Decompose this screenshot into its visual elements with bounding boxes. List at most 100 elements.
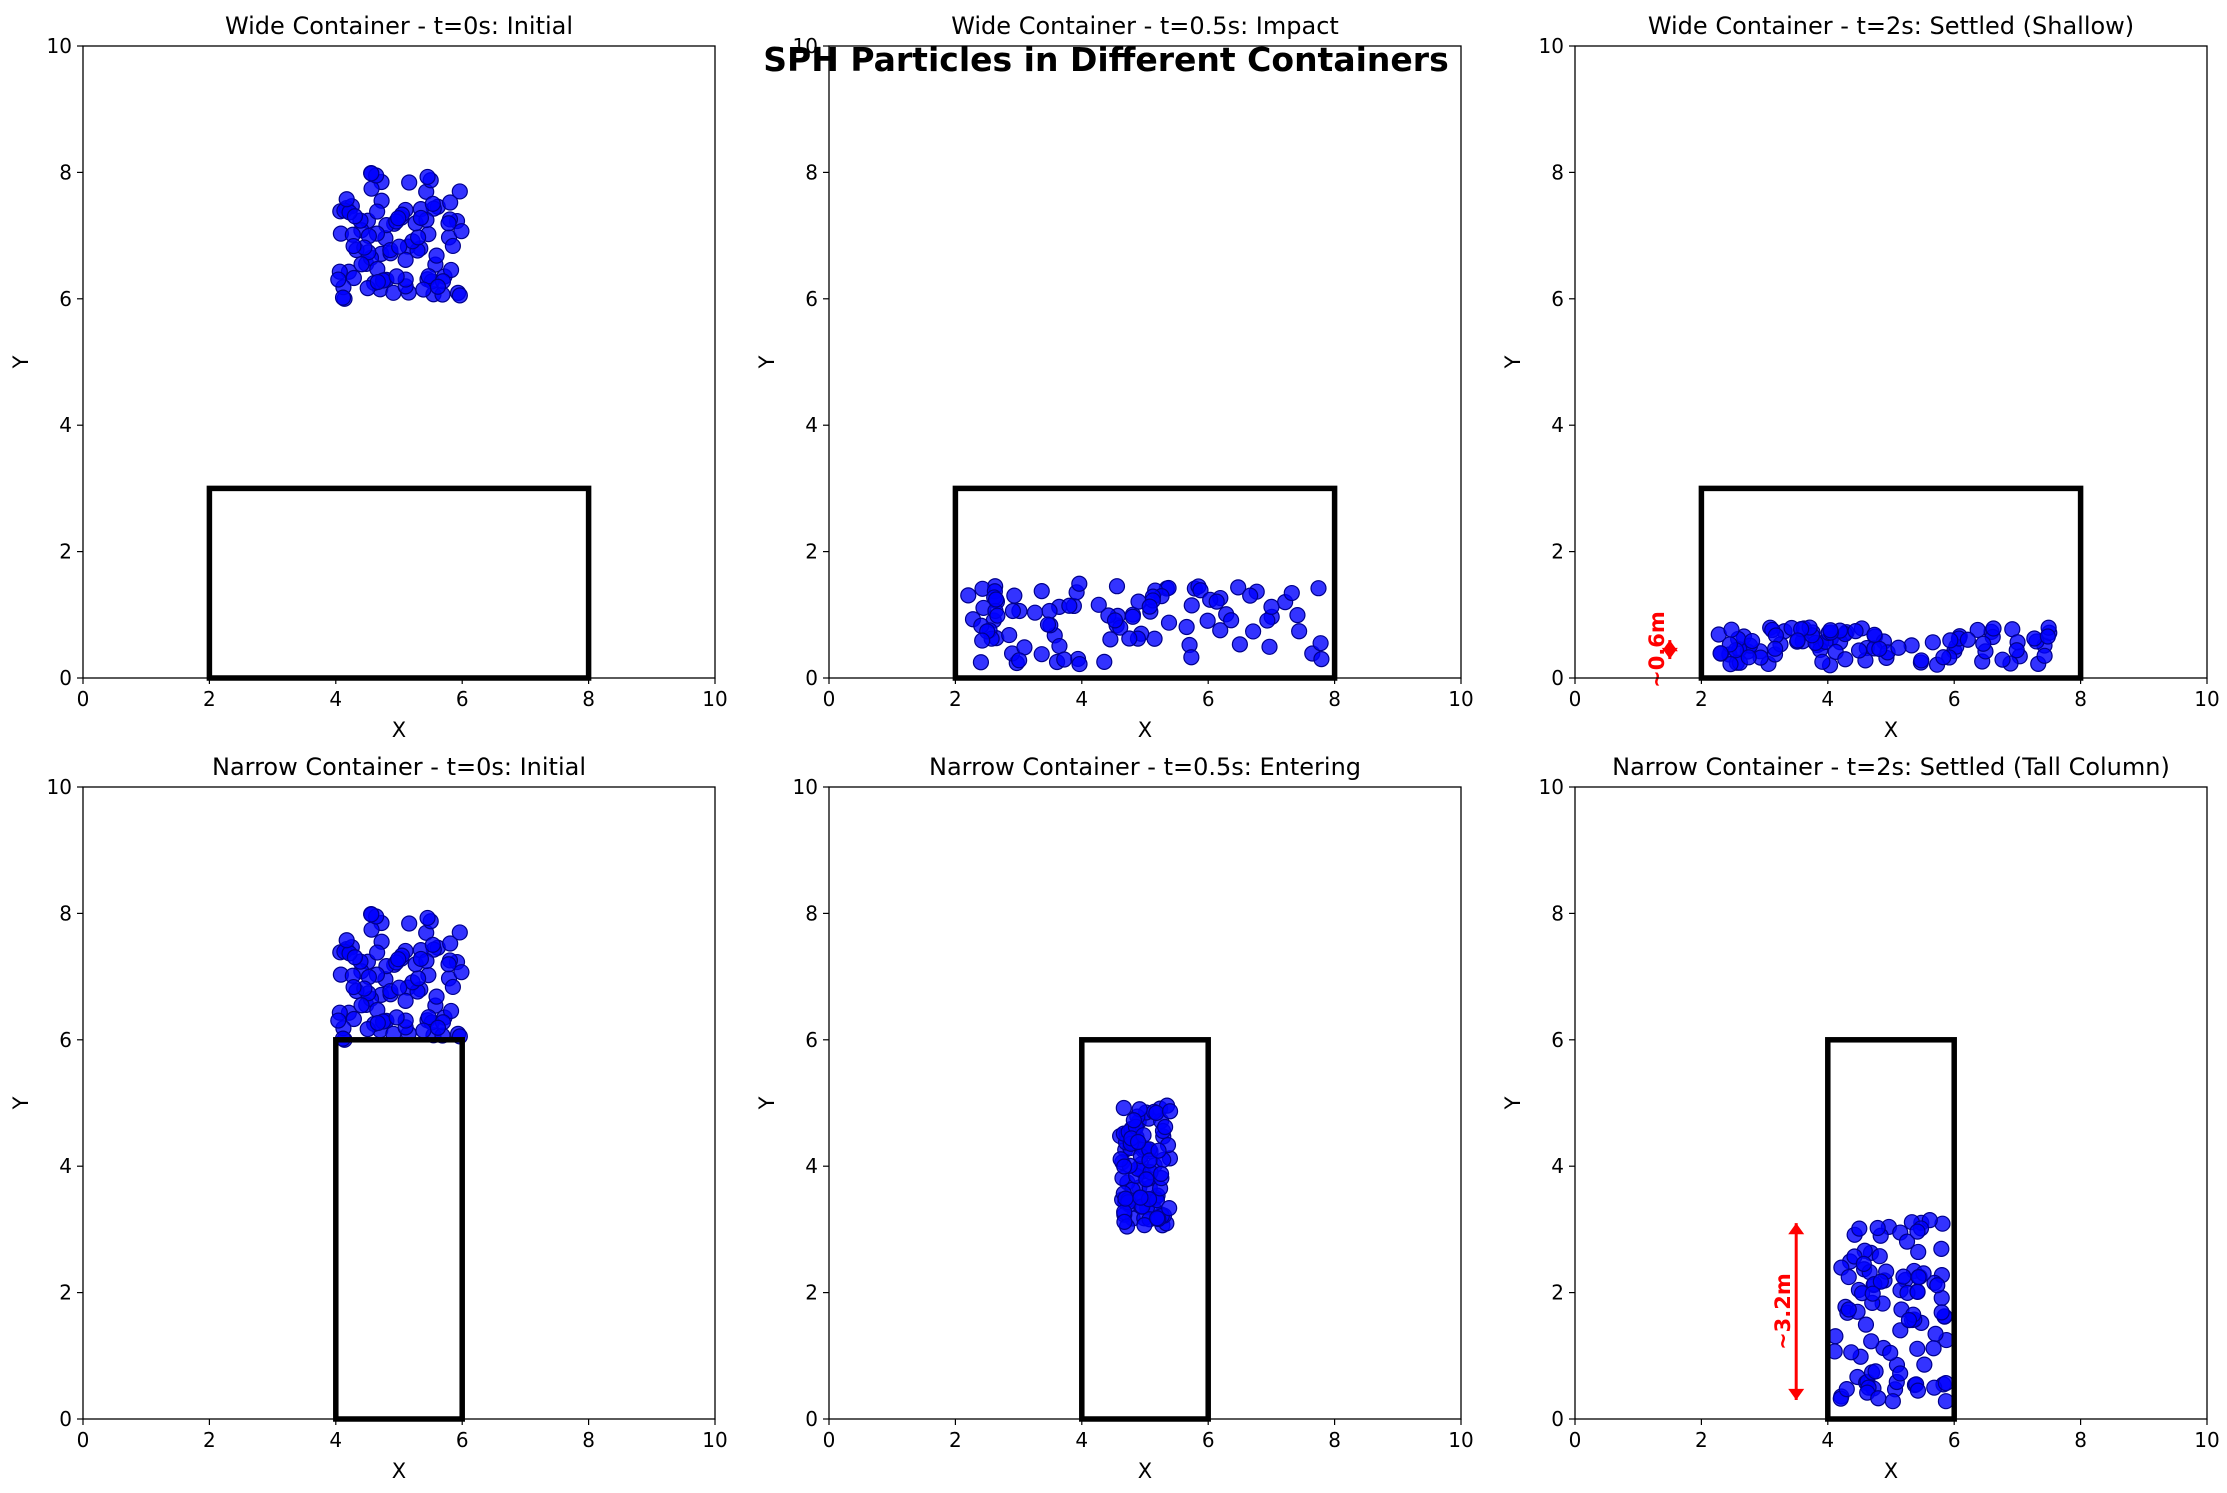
particle (1909, 1382, 1927, 1399)
x-axis-label: X (1138, 1459, 1152, 1483)
axes-frame (82, 786, 716, 1420)
x-tick-label: 8 (2074, 687, 2087, 711)
x-tick-label: 8 (582, 1428, 595, 1452)
particle (1857, 1316, 1875, 1333)
y-tick-label: 2 (59, 540, 72, 564)
x-tick-label: 4 (1821, 1428, 1834, 1452)
panel-1: 0 2 4 6 8 10 0 2 4 6 8 10 X Y Wide Container - t=0s: I… (9, 12, 728, 742)
x-tick-label: 8 (582, 687, 595, 711)
particle (412, 950, 430, 968)
particle (1033, 583, 1050, 600)
y-tick-label: 6 (805, 287, 818, 311)
x-axis-label: X (1884, 1459, 1898, 1483)
particle (1056, 651, 1073, 668)
y-tick-label: 0 (59, 1407, 72, 1431)
plot-area (83, 46, 715, 678)
particle (1289, 607, 1306, 624)
particle (428, 988, 445, 1005)
particle (1847, 622, 1864, 640)
y-tick-label: 4 (59, 413, 72, 437)
y-tick-label: 10 (1539, 775, 1564, 799)
particles (1112, 1097, 1179, 1235)
particle (1866, 626, 1883, 643)
particle (1004, 602, 1022, 620)
particle (1722, 656, 1739, 673)
particles (1710, 619, 2058, 674)
particle (428, 247, 445, 264)
particle (334, 289, 352, 306)
x-axis-label: X (1884, 718, 1898, 742)
particle (1837, 651, 1854, 668)
panel-4: 0 2 4 6 8 10 0 2 4 6 8 10 X Y Narrow Container - t=0s:… (9, 753, 728, 1483)
y-tick-label: 8 (1551, 901, 1564, 925)
particle (1124, 608, 1141, 625)
particle (346, 208, 364, 225)
particle (415, 281, 432, 298)
panel-title: Wide Container - t=0s: Initial (225, 12, 573, 40)
plot-area (1575, 787, 2207, 1419)
particle (1096, 653, 1113, 670)
y-axis-label: Y (9, 1096, 33, 1110)
particles (1826, 1212, 1955, 1410)
y-tick-label: 2 (1551, 1281, 1564, 1305)
particle (1969, 621, 1986, 639)
y-tick-label: 4 (59, 1154, 72, 1178)
x-tick-label: 10 (702, 687, 727, 711)
axes-frame (828, 45, 1462, 679)
particle (1910, 1268, 1927, 1286)
particle (388, 268, 405, 285)
particle (1985, 620, 2002, 637)
particle (1743, 632, 1761, 650)
particle (1071, 575, 1088, 592)
annotation-arrow-head-bottom (1788, 1388, 1805, 1401)
y-tick-label: 0 (1551, 666, 1564, 690)
particle (1106, 612, 1124, 629)
x-tick-label: 2 (949, 1428, 962, 1452)
particles (960, 575, 1330, 673)
y-tick-label: 2 (1551, 540, 1564, 564)
particle (1121, 630, 1138, 647)
particle (424, 936, 441, 953)
y-tick-label: 6 (1551, 1028, 1564, 1052)
y-axis-label: Y (1501, 355, 1525, 369)
x-tick-label: 4 (1075, 1428, 1088, 1452)
x-tick-label: 4 (329, 687, 342, 711)
particle (1011, 652, 1028, 669)
x-tick-label: 0 (1569, 687, 1582, 711)
particle (1115, 1099, 1132, 1117)
particle (1909, 1283, 1926, 1300)
particle (1283, 584, 1300, 602)
particle (1890, 639, 1907, 656)
x-tick-label: 6 (1202, 1428, 1215, 1452)
y-tick-label: 10 (47, 34, 72, 58)
plot-area (83, 787, 715, 1419)
particle (1313, 651, 1330, 668)
particle (390, 951, 407, 968)
particle (1312, 635, 1329, 652)
particle (1855, 1255, 1872, 1272)
x-tick-label: 6 (456, 1428, 469, 1452)
panel-2: 0 2 4 6 8 10 0 2 4 6 8 10 X Y Wide Container - t=0.5s:… (755, 12, 1474, 742)
particle (1909, 1223, 1926, 1240)
particle (1898, 1233, 1916, 1250)
x-tick-label: 6 (1948, 1428, 1961, 1452)
particle (1148, 1104, 1165, 1121)
particle (1994, 651, 2011, 668)
particle (1071, 655, 1088, 673)
x-tick-label: 0 (77, 1428, 90, 1452)
particle (1132, 1189, 1149, 1206)
annotation-arrow-head-top (1788, 1223, 1805, 1235)
particle (1723, 621, 1740, 638)
y-tick-label: 6 (805, 1028, 818, 1052)
y-tick-label: 4 (805, 413, 818, 437)
x-tick-label: 8 (2074, 1428, 2087, 1452)
particle (974, 632, 991, 649)
y-tick-label: 4 (805, 1154, 818, 1178)
panel-5: 0 2 4 6 8 10 0 2 4 6 8 10 X Y Narrow Container - t=0.5… (755, 753, 1474, 1483)
x-tick-label: 4 (329, 1428, 342, 1452)
particle (1006, 587, 1023, 604)
particle (444, 237, 461, 255)
figure-suptitle: SPH Particles in Different Containers (763, 40, 1448, 79)
particle (1867, 1363, 1884, 1380)
